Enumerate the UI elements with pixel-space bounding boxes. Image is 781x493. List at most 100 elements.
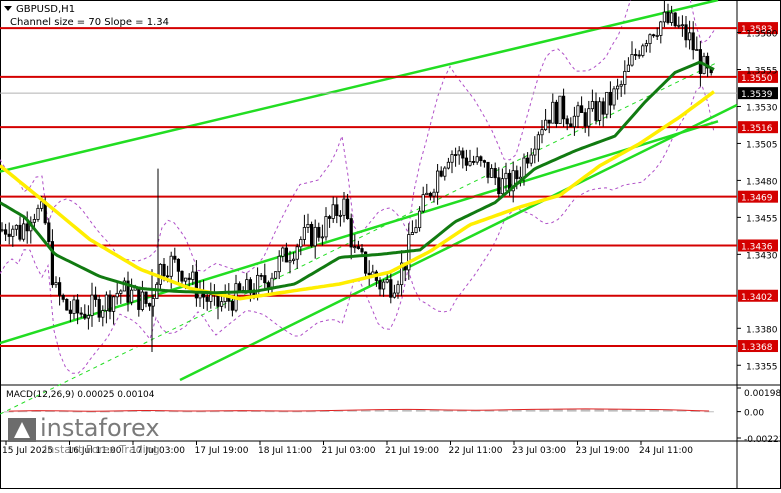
candle: [421, 186, 425, 214]
macd-bar: [306, 411, 316, 413]
candle: [144, 291, 148, 308]
current-price-label: 1.3539: [741, 90, 773, 100]
candle: [385, 273, 389, 284]
macd-bar: [223, 411, 234, 413]
macd-bar: [580, 409, 591, 412]
candle: [461, 147, 465, 169]
candle: [677, 16, 681, 29]
candle: [598, 97, 602, 126]
candle: [0, 222, 4, 233]
candle: [572, 106, 577, 136]
candle: [673, 12, 677, 28]
macd-signal-line: [8, 408, 710, 412]
macd-bar: [415, 409, 426, 412]
candle: [569, 117, 573, 128]
candle: [425, 183, 429, 196]
candle: [115, 281, 119, 305]
macd-bar: [470, 410, 481, 412]
candle: [666, 3, 670, 25]
candle: [306, 213, 310, 233]
candle: [129, 278, 134, 306]
macd-bar: [347, 410, 357, 412]
macd-bar: [31, 410, 42, 412]
candle: [320, 224, 325, 246]
candle: [536, 131, 541, 162]
candle: [399, 250, 404, 297]
candle: [558, 95, 562, 124]
candle: [230, 296, 234, 317]
candle: [626, 57, 631, 72]
price-tick-label: 1.3530: [746, 103, 778, 113]
macd-bar: [86, 411, 96, 413]
time-tick-label: 21 Jul 19:00: [385, 446, 439, 456]
channel-lower-line-a: [0, 120, 719, 345]
time-tick-label: 17 Jul 03:00: [131, 446, 185, 456]
macd-bar: [374, 409, 385, 412]
macd-bar: [155, 410, 165, 412]
candle: [443, 166, 447, 181]
candle: [302, 214, 307, 245]
candle: [688, 20, 692, 50]
candle: [345, 193, 350, 220]
candle: [353, 234, 357, 254]
candle: [695, 36, 699, 51]
candle: [551, 93, 555, 124]
candle: [562, 88, 566, 127]
yellow-moving-average: [0, 90, 716, 301]
candle: [644, 39, 649, 53]
candle: [381, 279, 386, 297]
macd-bar: [17, 411, 28, 413]
price-tick-label: 1.3380: [746, 325, 778, 335]
candle: [680, 15, 685, 37]
time-tick-label: 15 Jul 2025: [2, 446, 53, 456]
candle: [313, 219, 317, 259]
candle: [7, 222, 11, 245]
candle: [587, 100, 591, 137]
candle: [670, 5, 674, 26]
candle: [288, 250, 292, 274]
candle: [126, 271, 130, 312]
macd-bar: [209, 411, 220, 413]
candle: [652, 33, 656, 38]
collapse-triangle-icon[interactable]: [4, 6, 12, 11]
candle: [450, 150, 454, 174]
candle: [338, 210, 343, 227]
candle: [266, 280, 271, 294]
candle: [277, 250, 281, 280]
candle: [619, 80, 623, 97]
candle: [475, 147, 479, 165]
candle: [72, 295, 76, 320]
macd-bar: [196, 411, 206, 413]
candle: [634, 48, 638, 60]
candle: [378, 277, 382, 296]
candle: [335, 197, 339, 224]
price-tick-label: 1.3555: [746, 67, 778, 77]
macd-tick-label: 0.00198: [744, 389, 781, 399]
candle: [291, 252, 296, 265]
candle: [446, 157, 451, 170]
macd-bar: [100, 411, 110, 413]
candle: [486, 161, 490, 184]
candle: [410, 220, 415, 235]
candle: [608, 81, 613, 119]
macd-bar: [237, 410, 248, 412]
candle: [580, 96, 584, 113]
candle: [65, 298, 69, 311]
candle: [327, 214, 332, 228]
macd-bar: [608, 409, 618, 412]
candle: [518, 166, 523, 187]
candle: [295, 243, 299, 269]
macd-bar: [457, 410, 467, 412]
macd-bar: [264, 411, 275, 413]
candle: [36, 204, 40, 222]
level-tag: [738, 239, 778, 252]
candle: [583, 108, 587, 133]
candle: [180, 270, 184, 284]
candle: [529, 148, 533, 167]
candle: [360, 243, 364, 256]
macd-tick-label: 0.00: [744, 409, 764, 419]
channel-lower-line: [179, 103, 738, 382]
candle: [284, 242, 289, 263]
